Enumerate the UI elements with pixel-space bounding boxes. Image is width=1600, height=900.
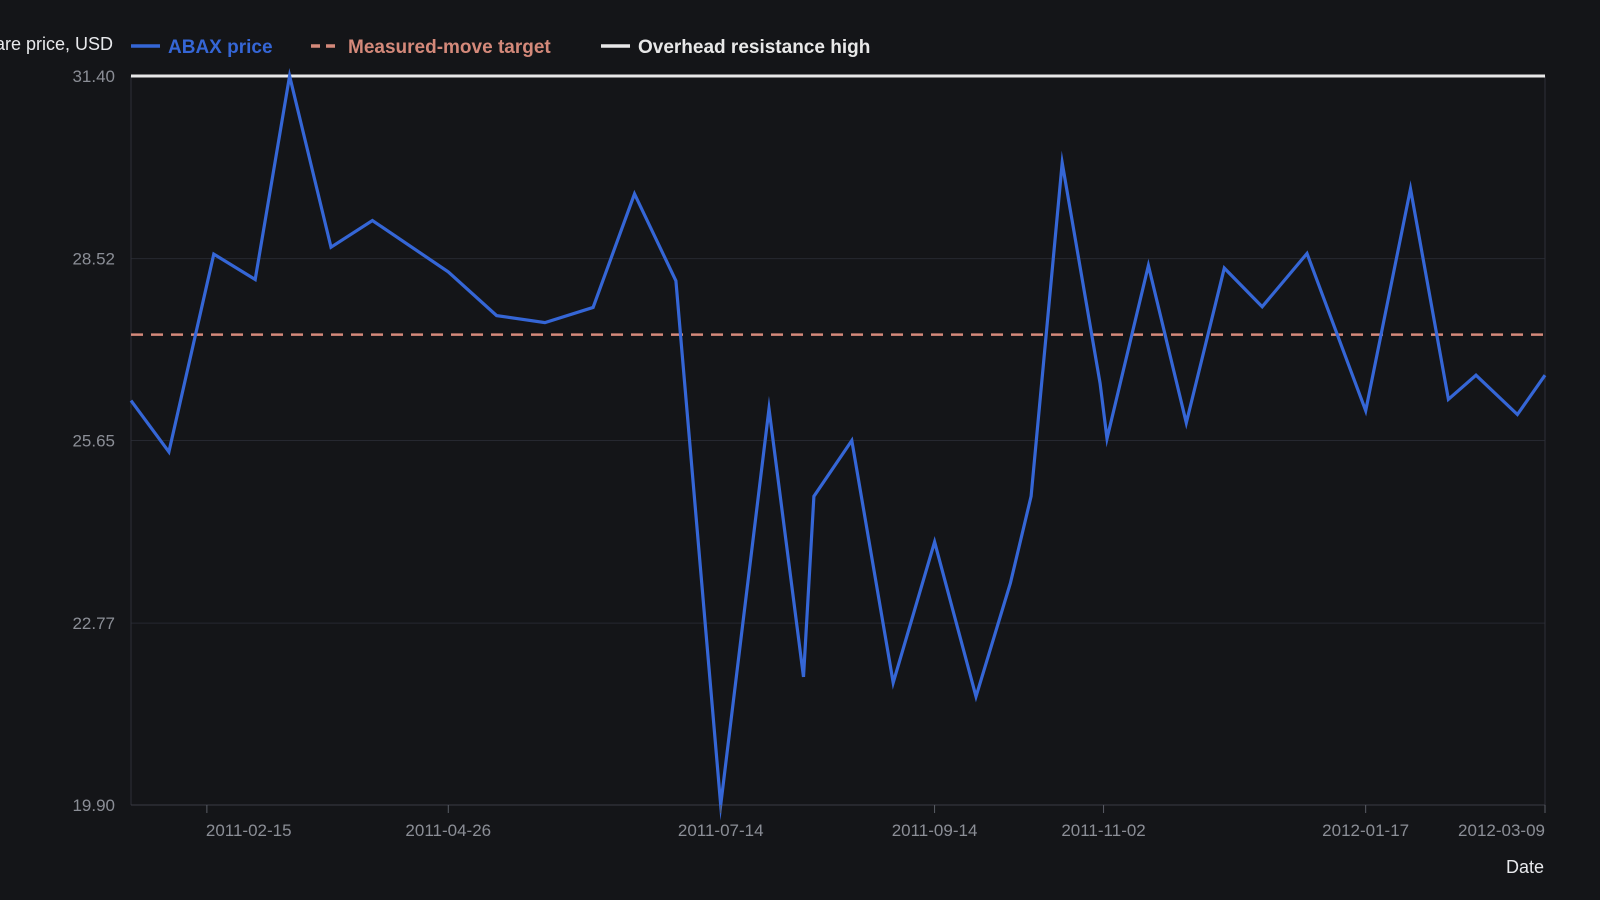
axes bbox=[130, 76, 1546, 806]
x-axis-ticks: 2011-02-15 2011-04-26 2011-07-14 2011-09-14… bbox=[206, 805, 1546, 840]
x-tick-label: 2012-03-09 bbox=[1458, 821, 1545, 840]
legend-label: ABAX price bbox=[168, 37, 273, 58]
y-tick-label: 22.77 bbox=[72, 614, 115, 633]
x-tick-label: 2011-07-14 bbox=[678, 821, 764, 840]
y-axis-ticks: 19.90 22.77 25.65 28.52 31.40 bbox=[72, 67, 115, 815]
y-tick-label: 31.40 bbox=[72, 67, 115, 86]
x-tick-label: 2011-09-14 bbox=[892, 821, 978, 840]
legend-label: Measured-move target bbox=[348, 37, 551, 58]
y-axis-label: Share price, USD bbox=[0, 34, 113, 54]
legend-label: Overhead resistance high bbox=[638, 37, 870, 58]
x-tick-label: 2012-01-17 bbox=[1322, 821, 1409, 840]
y-tick-label: 25.65 bbox=[72, 432, 115, 451]
y-tick-label: 28.52 bbox=[72, 250, 115, 269]
abax-price-line bbox=[129, 68, 1547, 821]
y-tick-label: 19.90 bbox=[72, 796, 115, 815]
reference-lines bbox=[131, 74, 1545, 336]
legend: ABAX price Measured-move target Overhead r… bbox=[131, 37, 870, 58]
x-tick-label: 2011-11-02 bbox=[1061, 821, 1145, 840]
x-tick-label: 2011-02-15 bbox=[206, 821, 292, 840]
x-axis-label: Date bbox=[1506, 857, 1544, 877]
grid-lines bbox=[131, 75, 1545, 806]
series-lines bbox=[129, 68, 1547, 821]
x-tick-label: 2011-04-26 bbox=[405, 821, 491, 840]
